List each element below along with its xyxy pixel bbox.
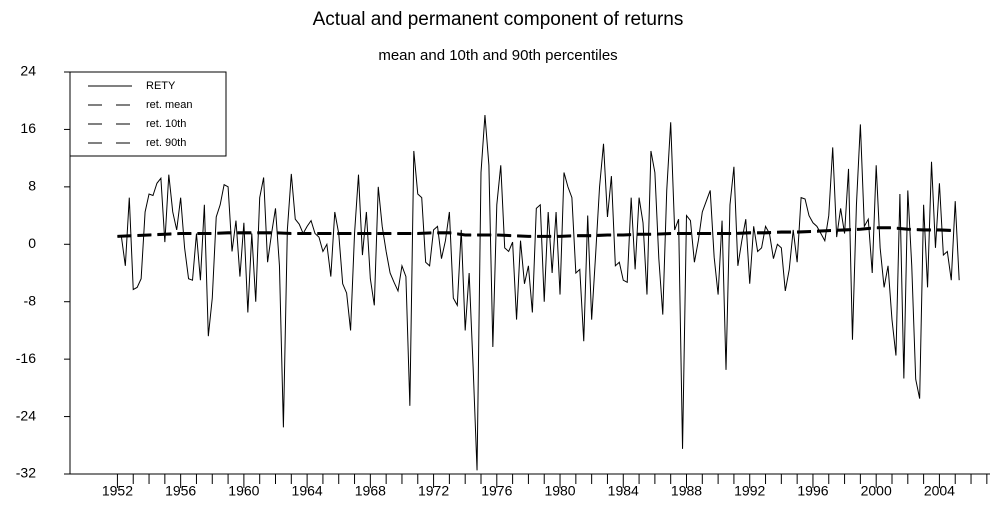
- y-tick-label: -32: [16, 465, 36, 481]
- x-tick-label: 1968: [355, 483, 386, 499]
- x-tick-label: 2004: [924, 483, 955, 499]
- y-tick-label: -8: [24, 292, 37, 308]
- x-tick-label: 1988: [671, 483, 702, 499]
- chart-title: Actual and permanent component of return…: [313, 9, 684, 30]
- x-tick-label: 1956: [165, 483, 196, 499]
- x-tick-label: 1952: [102, 483, 133, 499]
- x-tick-label: 1996: [797, 483, 828, 499]
- legend-label: RETY: [146, 80, 176, 92]
- y-tick-label: 0: [28, 235, 36, 251]
- legend-label: ret. 90th: [146, 137, 186, 149]
- x-tick-label: 2000: [861, 483, 892, 499]
- x-tick-label: 1964: [292, 483, 323, 499]
- x-tick-label: 1980: [544, 483, 575, 499]
- series-line: [117, 115, 960, 471]
- x-tick-label: 1960: [228, 483, 259, 499]
- x-tick-label: 1976: [481, 483, 512, 499]
- x-tick-label: 1992: [734, 483, 765, 499]
- y-tick-label: 8: [28, 178, 36, 194]
- legend-label: ret. 10th: [146, 118, 186, 130]
- chart-subtitle: mean and 10th and 90th percentiles: [378, 47, 617, 64]
- y-tick-label: 24: [20, 63, 36, 79]
- y-tick-label: 16: [20, 120, 36, 136]
- x-tick-label: 1984: [608, 483, 639, 499]
- y-tick-label: -24: [16, 407, 36, 423]
- y-tick-label: -16: [16, 350, 36, 366]
- legend-label: ret. mean: [146, 99, 192, 111]
- x-tick-label: 1972: [418, 483, 449, 499]
